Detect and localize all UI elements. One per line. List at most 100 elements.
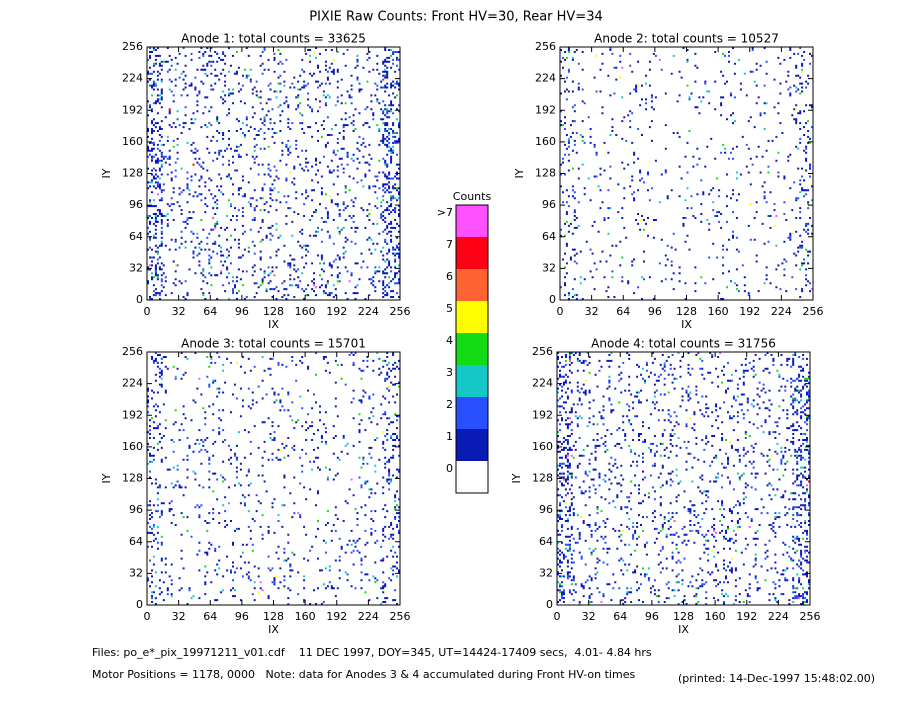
footer-line: Motor Positions = 1178, 0000 Note: data … (92, 668, 635, 681)
x-tick-label: 128 (263, 305, 284, 318)
x-axis-label: IX (268, 318, 279, 331)
colorbar-swatch (456, 429, 488, 461)
colorbar-swatch (456, 237, 488, 269)
count-texture (174, 51, 387, 285)
x-tick-label: 192 (736, 610, 757, 623)
x-tick-label: 160 (705, 610, 726, 623)
panel-title: Anode 4: total counts = 31756 (591, 337, 776, 351)
y-tick-label: 160 (535, 135, 556, 148)
x-tick-label: 128 (676, 305, 697, 318)
footer-line: Files: po_e*_pix_19971211_v01.cdf 11 DEC… (92, 646, 652, 659)
count-texture (562, 359, 676, 522)
x-tick-label: 96 (235, 305, 249, 318)
y-tick-label: 192 (535, 103, 556, 116)
x-axis-label: IX (678, 623, 689, 636)
count-texture (147, 47, 400, 300)
y-tick-label: 192 (122, 103, 143, 116)
x-tick-label: 256 (390, 305, 411, 318)
x-tick-label: 0 (554, 610, 561, 623)
x-tick-label: 256 (803, 305, 824, 318)
count-texture (557, 352, 810, 605)
y-tick-label: 256 (535, 40, 556, 53)
x-axis-label: IX (268, 623, 279, 636)
x-tick-label: 128 (673, 610, 694, 623)
count-texture (147, 352, 400, 605)
y-tick-label: 256 (122, 345, 143, 358)
colorbar-swatch (456, 301, 488, 333)
x-tick-label: 160 (708, 305, 729, 318)
y-tick-label: 224 (122, 377, 143, 390)
x-tick-label: 0 (144, 610, 151, 623)
count-texture (235, 361, 391, 594)
y-tick-label: 256 (532, 345, 553, 358)
y-tick-label: 128 (535, 167, 556, 180)
y-tick-label: 256 (122, 40, 143, 53)
colorbar-swatch (456, 205, 488, 237)
x-tick-label: 0 (557, 305, 564, 318)
x-tick-label: 128 (263, 610, 284, 623)
x-tick-label: 32 (582, 610, 596, 623)
y-tick-label: 96 (539, 503, 553, 516)
x-tick-label: 64 (203, 305, 217, 318)
plot-frame (146, 46, 401, 301)
panel-title: Anode 3: total counts = 15701 (181, 337, 366, 351)
x-tick-label: 160 (295, 305, 316, 318)
x-axis-label: IX (681, 318, 692, 331)
printed-stamp: (printed: 14-Dec-1997 15:48:02.00) (678, 672, 875, 685)
count-texture (198, 377, 353, 592)
colorbar-swatch (456, 333, 488, 365)
y-tick-label: 224 (122, 72, 143, 85)
y-tick-label: 64 (539, 535, 553, 548)
x-tick-label: 256 (800, 610, 821, 623)
count-texture (147, 352, 400, 605)
y-axis-label: IY (100, 168, 113, 178)
y-axis-label: IY (510, 473, 523, 483)
colorbar-swatch (456, 461, 488, 493)
x-tick-label: 224 (771, 305, 792, 318)
x-tick-label: 0 (144, 305, 151, 318)
y-tick-label: 128 (532, 472, 553, 485)
x-tick-label: 64 (616, 305, 630, 318)
colorbar-label: 7 (446, 238, 453, 251)
x-tick-label: 64 (613, 610, 627, 623)
plot-frame (146, 351, 401, 606)
count-texture (147, 47, 400, 300)
x-tick-label: 192 (739, 305, 760, 318)
y-tick-label: 0 (546, 598, 553, 611)
x-tick-label: 224 (768, 610, 789, 623)
y-tick-label: 0 (549, 293, 556, 306)
colorbar-swatch (456, 269, 488, 301)
colorbar-label: 0 (446, 462, 453, 475)
count-texture (557, 354, 810, 605)
colorbar-frame (455, 204, 489, 494)
y-axis-label: IY (100, 473, 113, 483)
x-tick-label: 192 (326, 305, 347, 318)
colorbar-label: 6 (446, 270, 453, 283)
colorbar-label: >7 (437, 206, 453, 219)
y-tick-label: 160 (122, 440, 143, 453)
x-tick-label: 96 (235, 610, 249, 623)
x-tick-label: 256 (390, 610, 411, 623)
colorbar-title: Counts (453, 190, 492, 203)
count-texture (168, 108, 195, 166)
y-tick-label: 96 (129, 198, 143, 211)
y-tick-label: 128 (122, 167, 143, 180)
x-tick-label: 192 (326, 610, 347, 623)
colorbar-label: 3 (446, 366, 453, 379)
count-texture (560, 47, 813, 300)
plot-frame (556, 351, 811, 606)
x-tick-label: 32 (585, 305, 599, 318)
x-tick-label: 224 (358, 305, 379, 318)
y-tick-label: 192 (532, 408, 553, 421)
y-tick-label: 64 (129, 535, 143, 548)
y-tick-label: 64 (129, 230, 143, 243)
figure-title: PIXIE Raw Counts: Front HV=30, Rear HV=3… (309, 10, 603, 25)
y-tick-label: 64 (542, 230, 556, 243)
y-axis-label: IY (513, 168, 526, 178)
count-texture (567, 54, 804, 297)
y-tick-label: 224 (535, 72, 556, 85)
colorbar-swatch (456, 397, 488, 429)
y-tick-label: 32 (539, 566, 553, 579)
x-tick-label: 96 (645, 610, 659, 623)
